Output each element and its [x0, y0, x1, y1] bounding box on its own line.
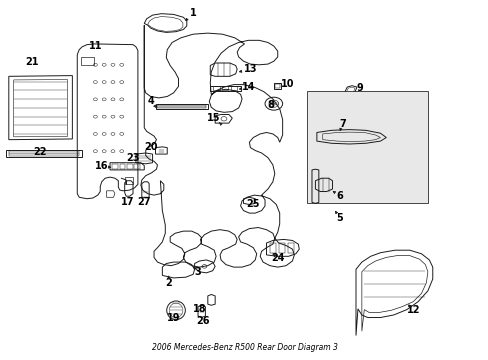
Text: 7: 7 [338, 119, 345, 129]
Text: 13: 13 [243, 64, 257, 74]
Text: 1: 1 [189, 8, 196, 18]
Text: 2006 Mercedes-Benz R500 Rear Door Diagram 3: 2006 Mercedes-Benz R500 Rear Door Diagra… [151, 343, 337, 352]
Text: 14: 14 [241, 82, 255, 92]
Text: 21: 21 [25, 57, 39, 67]
Text: 16: 16 [95, 161, 108, 171]
Text: 26: 26 [196, 316, 209, 326]
Text: 4: 4 [147, 96, 154, 106]
Polygon shape [306, 91, 427, 203]
Text: 22: 22 [33, 147, 47, 157]
Text: 6: 6 [336, 191, 343, 201]
Text: 27: 27 [137, 197, 151, 207]
Text: 19: 19 [166, 312, 180, 323]
Text: 24: 24 [270, 253, 284, 264]
Text: 20: 20 [143, 142, 157, 152]
Text: 17: 17 [121, 197, 135, 207]
Text: 5: 5 [336, 213, 343, 223]
Text: 11: 11 [88, 41, 102, 51]
Text: 15: 15 [207, 113, 221, 123]
Text: 18: 18 [192, 304, 206, 314]
Text: 9: 9 [355, 83, 362, 93]
Text: 12: 12 [406, 305, 419, 315]
Text: 25: 25 [246, 199, 260, 210]
Bar [81, 57, 94, 65]
Text: 2: 2 [165, 278, 172, 288]
Text: 3: 3 [194, 267, 201, 277]
Text: 8: 8 [266, 100, 273, 110]
Text: 10: 10 [280, 78, 294, 89]
Text: 23: 23 [126, 153, 140, 163]
